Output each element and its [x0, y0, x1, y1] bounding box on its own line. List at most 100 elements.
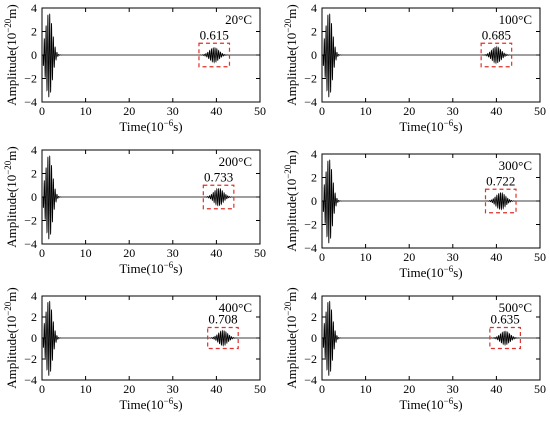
y-tick-label: 2: [31, 167, 37, 181]
x-tick-label: 10: [360, 382, 372, 396]
x-tick-label: 50: [254, 104, 266, 118]
temperature-label: 20°C: [225, 12, 252, 27]
peak-value-label: 0.615: [200, 27, 229, 42]
chart-panel-5: 0 10 20 30 40 50 −4 −2 0 2 4 Time(10−6s) Amplitude(1…: [283, 287, 546, 412]
x-tick-label: 10: [80, 104, 92, 118]
y-tick-label: −4: [24, 95, 37, 109]
y-tick-label: 2: [311, 310, 317, 324]
chart-panel-1: 0 10 20 30 40 50 −4 −2 0 2 4 Time(10−6s) Amplitude(1…: [283, 1, 546, 134]
temperature-label: 300°C: [499, 158, 532, 173]
y-tick-label: 2: [311, 171, 317, 185]
x-tick-label: 0: [39, 382, 45, 396]
y-tick-label: −4: [304, 373, 317, 387]
x-axis-label: Time(10−6s): [399, 118, 462, 134]
y-tick-label: 4: [31, 143, 37, 157]
x-axis-label: Time(10−6s): [399, 396, 462, 412]
x-tick-label: 30: [167, 104, 179, 118]
y-tick-label: 2: [31, 25, 37, 39]
x-tick-label: 40: [490, 104, 502, 118]
y-tick-label: −2: [24, 72, 37, 86]
x-tick-label: 0: [39, 246, 45, 260]
temperature-label: 200°C: [219, 154, 252, 169]
x-tick-label: 20: [123, 104, 135, 118]
x-axis-label: Time(10−6s): [119, 260, 182, 276]
x-tick-label: 50: [534, 382, 546, 396]
y-tick-label: −2: [304, 218, 317, 232]
y-tick-label: −4: [304, 241, 317, 255]
x-tick-label: 10: [80, 382, 92, 396]
y-tick-label: −2: [24, 352, 37, 366]
waveform-line: [42, 155, 260, 240]
y-tick-label: 0: [31, 331, 37, 345]
temperature-label: 500°C: [499, 300, 532, 315]
temperature-label: 100°C: [499, 12, 532, 27]
y-tick-label: 4: [311, 1, 317, 15]
chart-panel-4: 0 10 20 30 40 50 −4 −2 0 2 4 Time(10−6s) Amplitude(1…: [3, 287, 266, 412]
x-tick-label: 30: [167, 246, 179, 260]
x-tick-label: 20: [403, 104, 415, 118]
y-tick-label: −2: [304, 72, 317, 86]
x-tick-label: 50: [254, 246, 266, 260]
x-tick-label: 30: [447, 104, 459, 118]
waveform-line: [322, 300, 540, 376]
waveform-line: [42, 13, 260, 98]
y-tick-label: −4: [24, 237, 37, 251]
y-axis-label: Amplitude(10−20m): [283, 287, 299, 388]
y-tick-label: 0: [31, 190, 37, 204]
x-tick-label: 40: [490, 382, 502, 396]
waveform-line: [322, 159, 540, 244]
x-tick-label: 30: [447, 250, 459, 264]
x-tick-label: 40: [490, 250, 502, 264]
y-tick-label: 0: [311, 48, 317, 62]
peak-highlight-box: [207, 326, 239, 350]
peak-value-label: 0.685: [482, 27, 511, 42]
y-tick-label: −4: [304, 95, 317, 109]
x-tick-label: 0: [319, 104, 325, 118]
y-axis-label: Amplitude(10−20m): [3, 287, 19, 388]
x-tick-label: 0: [39, 104, 45, 118]
x-tick-label: 20: [403, 250, 415, 264]
peak-value-label: 0.722: [486, 173, 515, 188]
y-axis-label: Amplitude(10−20m): [283, 150, 299, 251]
peak-value-label: 0.733: [204, 169, 233, 184]
y-tick-label: 4: [311, 147, 317, 161]
chart-panel-3: 0 10 20 30 40 50 −4 −2 0 2 4 Time(10−6s) Amplitude(1…: [283, 147, 546, 280]
x-axis-label: Time(10−6s): [119, 396, 182, 412]
x-tick-label: 50: [534, 104, 546, 118]
x-tick-label: 0: [319, 250, 325, 264]
y-tick-label: 0: [311, 331, 317, 345]
y-tick-label: −2: [24, 214, 37, 228]
y-tick-label: 0: [311, 194, 317, 208]
temperature-label: 400°C: [219, 300, 252, 315]
y-tick-label: 4: [31, 1, 37, 15]
peak-highlight-box: [480, 42, 513, 68]
peak-value-label: 0.635: [490, 312, 519, 327]
x-tick-label: 20: [403, 382, 415, 396]
y-tick-label: −4: [24, 373, 37, 387]
x-tick-label: 50: [254, 382, 266, 396]
x-tick-label: 20: [123, 382, 135, 396]
x-tick-label: 50: [534, 250, 546, 264]
x-tick-label: 10: [360, 104, 372, 118]
x-axis-label: Time(10−6s): [119, 118, 182, 134]
peak-highlight-box: [198, 42, 231, 68]
y-axis-label: Amplitude(10−20m): [283, 4, 299, 105]
x-tick-label: 10: [80, 246, 92, 260]
y-tick-label: 0: [31, 48, 37, 62]
peak-highlight-box: [489, 326, 521, 350]
chart-panel-2: 0 10 20 30 40 50 −4 −2 0 2 4 Time(10−6s) Amplitude(1…: [3, 143, 266, 276]
y-axis-label: Amplitude(10−20m): [3, 4, 19, 105]
x-tick-label: 10: [360, 250, 372, 264]
peak-value-label: 0.708: [208, 312, 237, 327]
x-tick-label: 30: [167, 382, 179, 396]
peak-highlight-box: [484, 188, 517, 214]
x-tick-label: 20: [123, 246, 135, 260]
y-tick-label: 2: [311, 25, 317, 39]
y-tick-label: 4: [31, 289, 37, 303]
y-tick-label: 2: [31, 310, 37, 324]
x-tick-label: 40: [210, 104, 222, 118]
waveform-line: [42, 300, 260, 376]
x-tick-label: 30: [447, 382, 459, 396]
peak-highlight-box: [202, 184, 235, 210]
